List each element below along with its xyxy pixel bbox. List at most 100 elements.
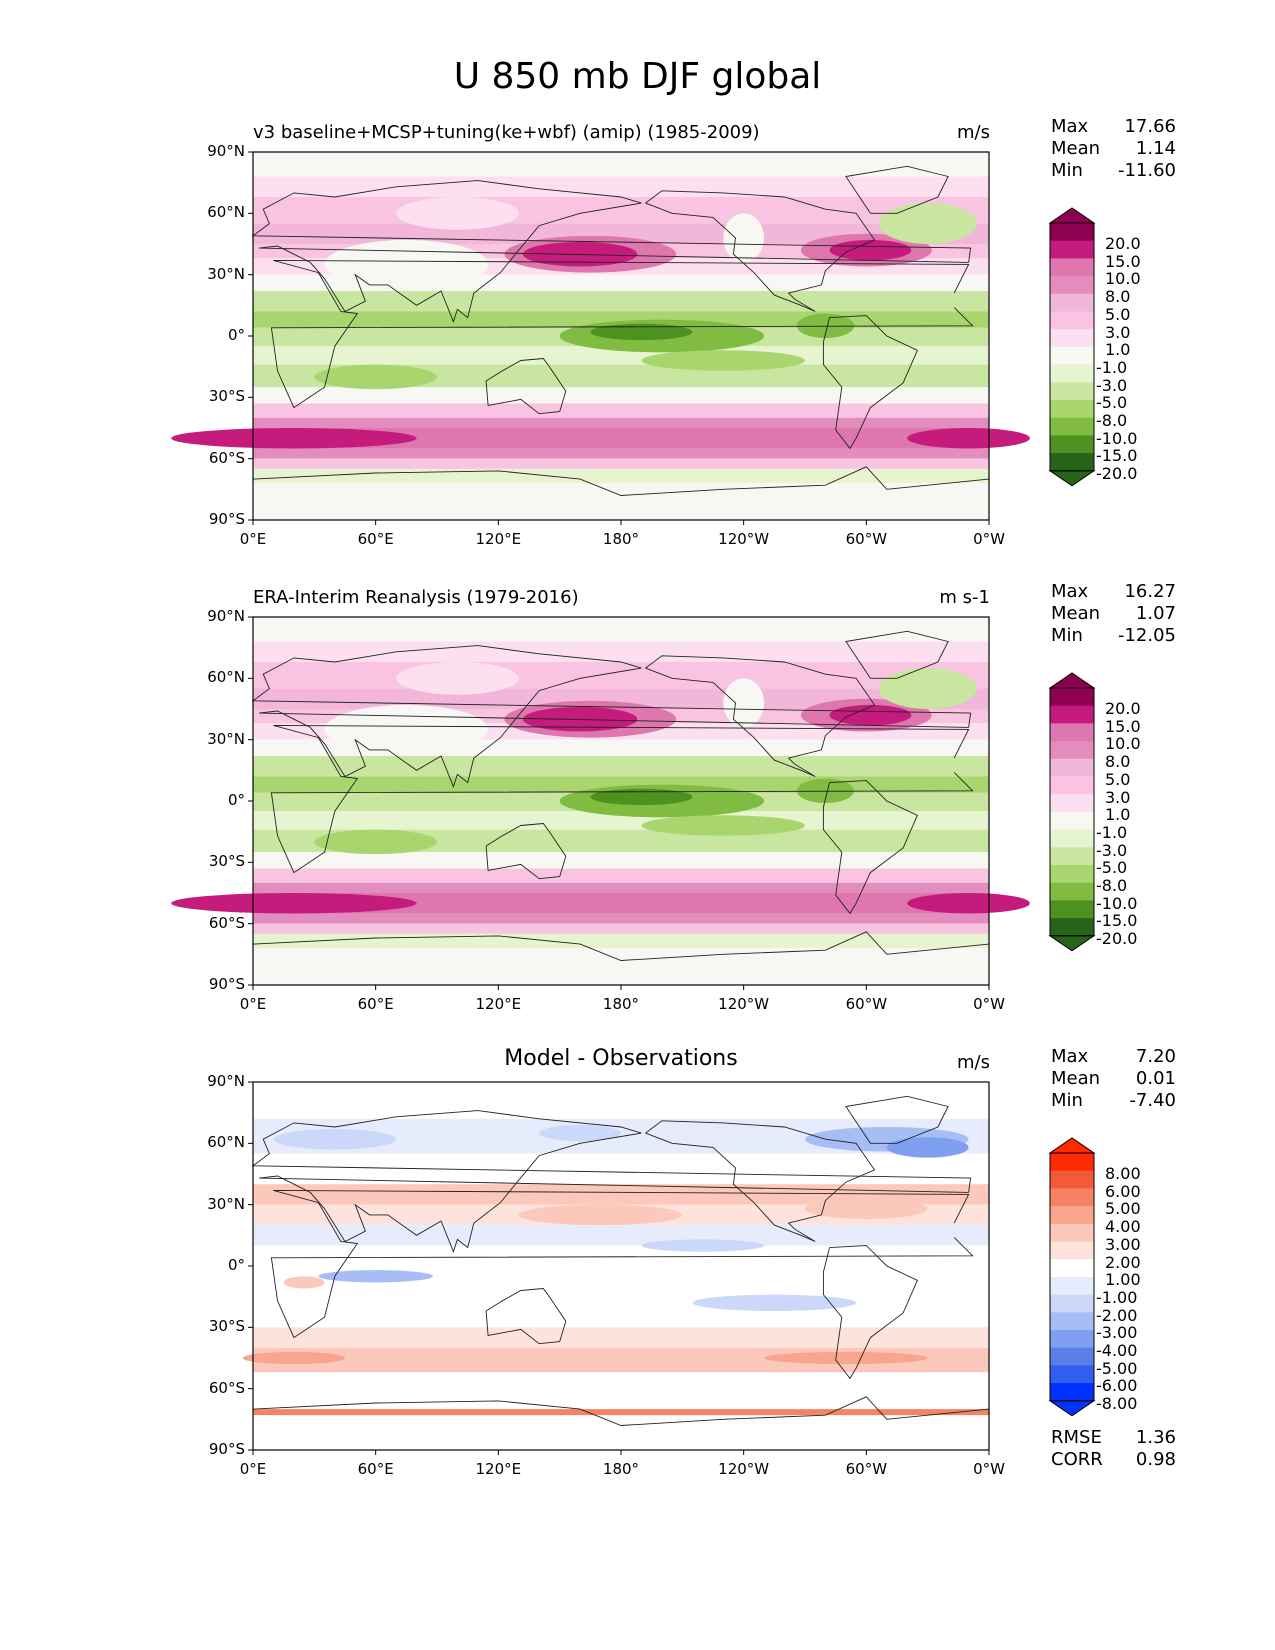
field-anomaly	[878, 203, 977, 244]
field-band	[253, 468, 989, 484]
colorbar-tick-label: 2.00	[1105, 1252, 1141, 1272]
colorbar-extend-max	[1048, 207, 1096, 224]
colorbar-tick-label: -3.0	[1096, 375, 1128, 395]
field-anomaly	[641, 1239, 765, 1252]
colorbar-tick-label: -5.00	[1096, 1358, 1138, 1378]
field-band	[253, 346, 989, 365]
colorbar-tick-label: 5.00	[1105, 1199, 1141, 1219]
lat-tick-label: 0°	[227, 326, 245, 344]
colorbar-tick-label: -5.0	[1096, 858, 1128, 878]
field-anomaly	[829, 239, 912, 261]
coastline	[645, 655, 876, 777]
lat-tick-label: 60°S	[208, 448, 245, 467]
lat-tick-label: 90°N	[207, 607, 245, 625]
colorbar-segment	[1050, 882, 1094, 901]
colorbar-tick-label: 3.00	[1105, 1234, 1141, 1254]
lon-tick-label: 60°E	[357, 530, 394, 548]
field-anomaly	[314, 364, 437, 390]
lat-tick-label: 60°S	[208, 1378, 245, 1397]
colorbar-tick-label: -15.0	[1096, 446, 1138, 466]
lon-tick-label: 120°E	[475, 530, 522, 548]
lat-tick-label: 60°N	[207, 1133, 245, 1152]
field-band	[253, 913, 989, 924]
field-band	[253, 756, 989, 777]
field-band	[253, 882, 989, 893]
field-band	[253, 448, 989, 459]
lon-tick-label: 120°E	[475, 995, 522, 1013]
colorbar-extend-min	[1048, 935, 1096, 952]
panel-3-units: m/s	[957, 1052, 990, 1073]
metric-corr: CORR 0.98	[1051, 1449, 1176, 1470]
colorbar-segment	[1050, 688, 1094, 707]
panel-3-map	[242, 1081, 990, 1455]
field-anomaly	[396, 196, 519, 230]
field-anomaly	[396, 661, 519, 695]
coastline	[822, 1245, 918, 1380]
lon-tick-label: 120°W	[718, 530, 770, 548]
colorbar-tick-label: 5.0	[1105, 304, 1131, 324]
colorbar-tick-label: 10.0	[1105, 734, 1141, 754]
lat-tick-label: 90°S	[208, 975, 245, 993]
field-anomaly	[829, 704, 912, 726]
field-anomaly	[324, 704, 489, 754]
colorbar-tick-label: 6.00	[1105, 1181, 1141, 1201]
colorbar-segment	[1050, 1241, 1094, 1260]
field-band	[253, 852, 989, 869]
coastline	[485, 1288, 567, 1345]
coastline	[251, 645, 972, 789]
coastline	[251, 1110, 972, 1254]
panel-2-colorbar	[1048, 672, 1096, 952]
colorbar-segment	[1050, 1294, 1094, 1313]
coastline	[270, 1189, 974, 1339]
colorbar-segment	[1050, 435, 1094, 454]
field-band	[253, 1415, 989, 1450]
coastline	[645, 1120, 876, 1242]
colorbar-segment	[1050, 1170, 1094, 1189]
colorbar-segment	[1050, 705, 1094, 724]
colorbar-segment	[1050, 918, 1094, 937]
field-band	[253, 641, 989, 662]
colorbar-tick-label: 15.0	[1105, 251, 1141, 271]
colorbar-segment	[1050, 829, 1094, 848]
colorbar-tick-label: 1.0	[1105, 805, 1131, 825]
stat-mean: Mean 1.07	[1051, 603, 1176, 624]
colorbar-tick-label: 8.00	[1105, 1164, 1141, 1183]
field-anomaly	[723, 678, 765, 728]
panel-3-colorbar	[1048, 1137, 1096, 1417]
colorbar-tick-label: 3.0	[1105, 322, 1131, 342]
field-anomaly	[242, 1351, 345, 1365]
colorbar-segment	[1050, 811, 1094, 831]
field-band	[253, 152, 989, 177]
field-band	[253, 893, 989, 914]
lat-tick-label: 30°S	[208, 387, 245, 406]
colorbar-segment	[1050, 1383, 1094, 1402]
colorbar-segment	[1050, 794, 1094, 813]
coastline	[645, 190, 876, 312]
colorbar-segment	[1050, 758, 1094, 777]
colorbar-segment	[1050, 723, 1094, 742]
coastline	[485, 823, 567, 880]
field-anomaly	[907, 893, 1030, 914]
colorbar-segment	[1050, 1365, 1094, 1384]
coastline	[251, 180, 972, 324]
colorbar-segment	[1050, 1312, 1094, 1331]
colorbar-tick-label: 1.0	[1105, 340, 1131, 360]
coastline	[822, 780, 918, 915]
lon-tick-label: 60°E	[357, 1460, 394, 1478]
panel-2-stats: Max 16.27 Mean 1.07 Min -12.05	[1051, 581, 1176, 647]
colorbar-segment	[1050, 293, 1094, 312]
lon-tick-label: 0°W	[973, 530, 1005, 548]
field-anomaly	[764, 1351, 928, 1365]
colorbar-tick-label: 1.00	[1105, 1270, 1141, 1290]
lat-tick-label: 60°N	[207, 203, 245, 222]
colorbar-tick-label: -2.00	[1096, 1305, 1138, 1325]
lat-tick-label: 60°S	[208, 913, 245, 932]
coastline	[822, 315, 918, 450]
colorbar-segment	[1050, 346, 1094, 366]
field-anomaly	[590, 788, 693, 806]
lon-tick-label: 60°W	[845, 995, 888, 1013]
colorbar-tick-label: -4.00	[1096, 1341, 1138, 1360]
field-anomaly	[518, 1204, 683, 1226]
colorbar-tick-label: -10.0	[1096, 893, 1138, 913]
colorbar-tick-label: -10.0	[1096, 428, 1138, 448]
